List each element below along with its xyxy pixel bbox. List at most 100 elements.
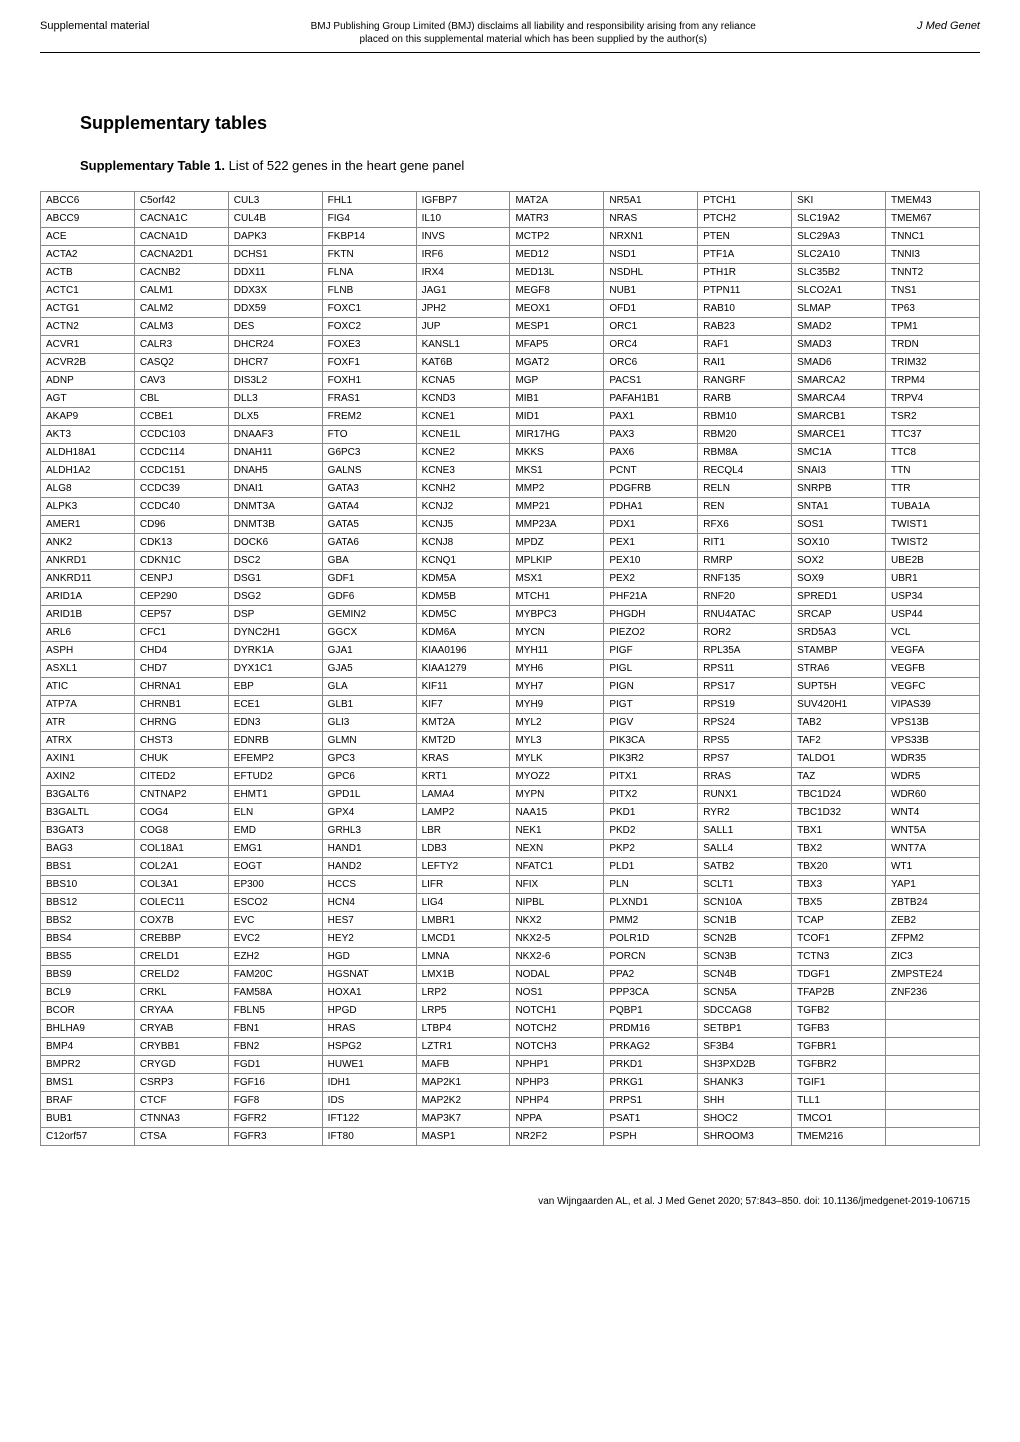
gene-cell: PIEZO2 [604,624,698,642]
gene-cell: PAX3 [604,426,698,444]
gene-cell: NODAL [510,966,604,984]
gene-cell: DDX3X [228,282,322,300]
gene-cell: PPP3CA [604,984,698,1002]
table-row: ACTG1CALM2DDX59FOXC1JPH2MEOX1OFD1RAB10SL… [41,300,980,318]
gene-cell: PACS1 [604,372,698,390]
gene-cell: PORCN [604,948,698,966]
gene-cell: CUL4B [228,210,322,228]
gene-cell: ANK2 [41,534,135,552]
gene-cell: MCTP2 [510,228,604,246]
gene-cell: CASQ2 [134,354,228,372]
gene-cell: ABCC9 [41,210,135,228]
gene-cell: MTCH1 [510,588,604,606]
table-row: BBS12COLEC11ESCO2HCN4LIG4NIPBLPLXND1SCN1… [41,894,980,912]
gene-cell: NSD1 [604,246,698,264]
gene-cell: KCND3 [416,390,510,408]
gene-cell: RPL35A [698,642,792,660]
gene-cell: HPGD [322,1002,416,1020]
gene-cell: RNF20 [698,588,792,606]
gene-cell: NRXN1 [604,228,698,246]
table-row: C12orf57CTSAFGFR3IFT80MASP1NR2F2PSPHSHRO… [41,1128,980,1146]
gene-cell: DCHS1 [228,246,322,264]
gene-cell: TGFBR2 [792,1056,886,1074]
gene-cell: NUB1 [604,282,698,300]
gene-cell [886,1074,980,1092]
gene-cell: GEMIN2 [322,606,416,624]
gene-cell: SRD5A3 [792,624,886,642]
gene-cell: PSAT1 [604,1110,698,1128]
gene-cell: NFATC1 [510,858,604,876]
gene-cell: LMBR1 [416,912,510,930]
gene-cell: KIAA1279 [416,660,510,678]
gene-cell: SHROOM3 [698,1128,792,1146]
gene-cell: KDM5A [416,570,510,588]
gene-cell: DNMT3B [228,516,322,534]
gene-cell: GGCX [322,624,416,642]
gene-cell: MED13L [510,264,604,282]
gene-cell: EHMT1 [228,786,322,804]
gene-cell: JUP [416,318,510,336]
gene-cell: SUV420H1 [792,696,886,714]
table-row: ALDH18A1CCDC114DNAH11G6PC3KCNE2MKKSPAX6R… [41,444,980,462]
gene-cell: TCTN3 [792,948,886,966]
table-row: ALG8CCDC39DNAI1GATA3KCNH2MMP2PDGFRBRELNS… [41,480,980,498]
gene-cell: IDH1 [322,1074,416,1092]
gene-cell: HSPG2 [322,1038,416,1056]
gene-cell: MMP23A [510,516,604,534]
gene-cell: EP300 [228,876,322,894]
gene-cell: PEX1 [604,534,698,552]
gene-cell: CRYAB [134,1020,228,1038]
gene-cell: PLD1 [604,858,698,876]
gene-cell: CCBE1 [134,408,228,426]
gene-cell: CDK13 [134,534,228,552]
gene-table: ABCC6C5orf42CUL3FHL1IGFBP7MAT2ANR5A1PTCH… [40,191,980,1146]
gene-cell: ZBTB24 [886,894,980,912]
gene-cell: PIGN [604,678,698,696]
gene-cell: LMNA [416,948,510,966]
gene-cell: TPM1 [886,318,980,336]
gene-cell: GPX4 [322,804,416,822]
gene-cell: MYBPC3 [510,606,604,624]
gene-cell: ARID1B [41,606,135,624]
table-row: BAG3COL18A1EMG1HAND1LDB3NEXNPKP2SALL4TBX… [41,840,980,858]
gene-cell: TAB2 [792,714,886,732]
gene-cell: AMER1 [41,516,135,534]
gene-cell: GALNS [322,462,416,480]
gene-cell: SALL4 [698,840,792,858]
table-row: ALPK3CCDC40DNMT3AGATA4KCNJ2MMP21PDHA1REN… [41,498,980,516]
table-row: BHLHA9CRYABFBN1HRASLTBP4NOTCH2PRDM16SETB… [41,1020,980,1038]
gene-cell: MPLKIP [510,552,604,570]
gene-cell: ORC1 [604,318,698,336]
gene-cell: JAG1 [416,282,510,300]
gene-cell: TMEM43 [886,192,980,210]
gene-cell: USP34 [886,588,980,606]
gene-cell: ROR2 [698,624,792,642]
gene-cell: BUB1 [41,1110,135,1128]
gene-cell: PIK3CA [604,732,698,750]
table-caption: Supplementary Table 1. List of 522 genes… [80,158,980,173]
gene-cell: UBR1 [886,570,980,588]
gene-cell: ACTC1 [41,282,135,300]
table-row: AXIN2CITED2EFTUD2GPC6KRT1MYOZ2PITX1RRAST… [41,768,980,786]
gene-cell: PRDM16 [604,1020,698,1038]
gene-cell: RANGRF [698,372,792,390]
gene-cell: FGD1 [228,1056,322,1074]
gene-cell: ZIC3 [886,948,980,966]
gene-cell: SOX9 [792,570,886,588]
gene-cell: DLL3 [228,390,322,408]
table-row: BBS4CREBBPEVC2HEY2LMCD1NKX2-5POLR1DSCN2B… [41,930,980,948]
gene-cell: CHUK [134,750,228,768]
gene-cell: GATA6 [322,534,416,552]
gene-cell: SOX10 [792,534,886,552]
gene-cell: GATA4 [322,498,416,516]
gene-cell: SPRED1 [792,588,886,606]
gene-cell: COL3A1 [134,876,228,894]
gene-cell: TMEM67 [886,210,980,228]
gene-cell: PDX1 [604,516,698,534]
table-row: ACTBCACNB2DDX11FLNAIRX4MED13LNSDHLPTH1RS… [41,264,980,282]
gene-cell: LIFR [416,876,510,894]
gene-cell: PEX10 [604,552,698,570]
gene-cell: TGFBR1 [792,1038,886,1056]
gene-cell: PRKAG2 [604,1038,698,1056]
gene-cell: ALG8 [41,480,135,498]
